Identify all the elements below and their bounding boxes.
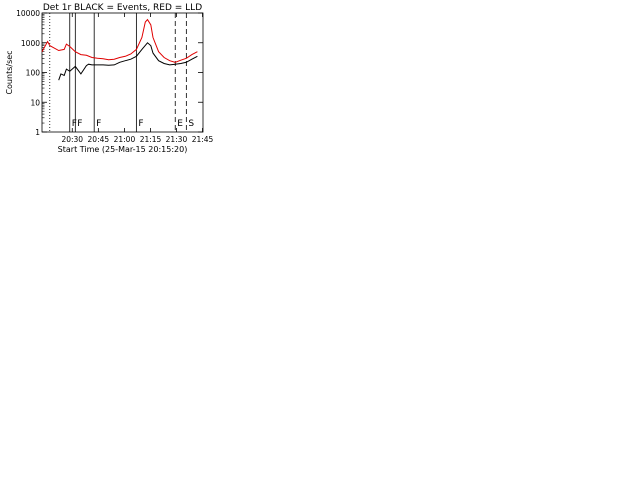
x-tick-label-0: 21:45 [192,135,214,144]
x-tick-label-0: 20:30 [61,135,83,144]
event-marker-0: F [72,119,77,129]
chart-title-0: Det 1r BLACK = Events, RED = LLD [43,3,202,13]
series-line-0-0 [58,42,198,81]
event-marker-0: F [138,119,143,129]
event-marker-0: F [77,119,82,129]
y-tick-label-0: 10 [30,98,40,107]
event-marker-0: E [177,119,183,129]
y-tick-label-0: 1 [35,128,40,137]
y-tick-label-0: 1000 [21,39,40,48]
plot-frame-0 [41,12,204,133]
x-tick-label-0: 21:00 [114,135,136,144]
x-tick-label-0: 21:30 [166,135,188,144]
series-line-0-1 [41,18,198,63]
x-tick-label-0: 21:15 [140,135,162,144]
event-marker-0: S [188,119,194,129]
y-tick-label-0: 100 [26,69,41,78]
y-axis-label-0: Counts/sec [5,50,14,94]
x-tick-label-0: 20:45 [88,135,110,144]
event-marker-0: F [96,119,101,129]
y-tick-label-0: 10000 [16,9,40,18]
x-axis-label-0: Start Time (25-Mar-15 20:15:20) [58,145,188,154]
